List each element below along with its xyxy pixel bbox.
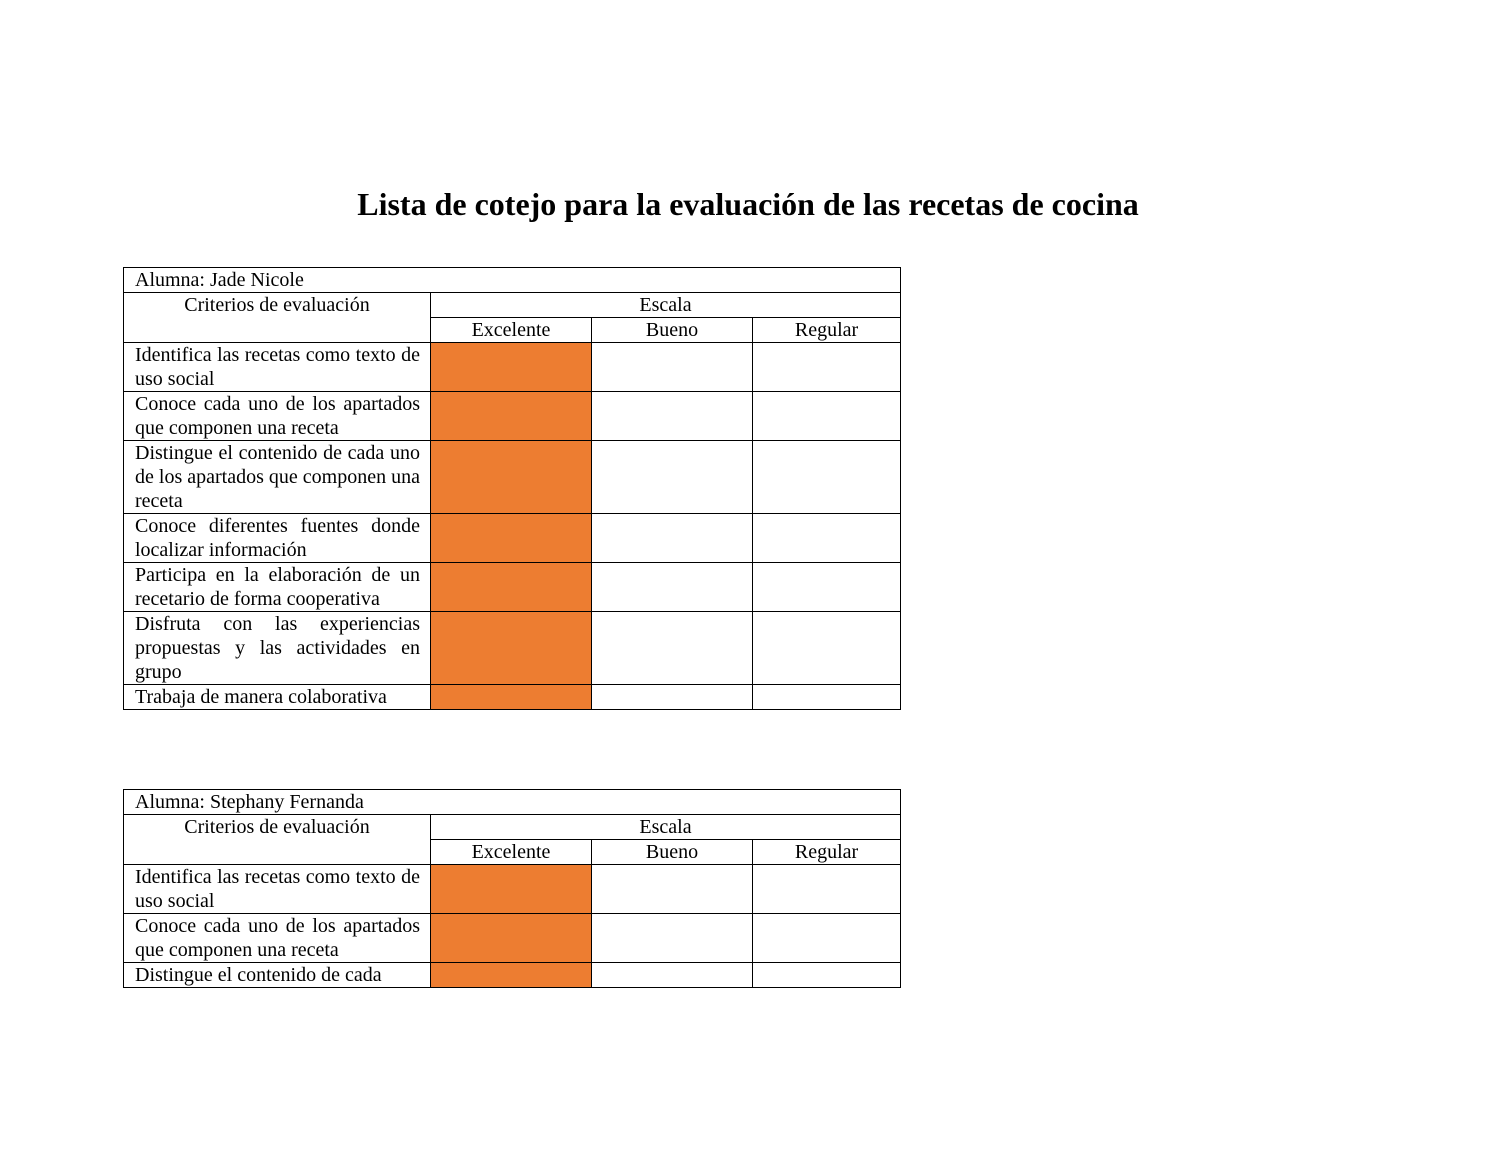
criterion-row: Trabaja de manera colaborativa <box>123 684 902 710</box>
rating-cell-regular[interactable] <box>751 864 902 914</box>
rating-cell-excelente-selected[interactable] <box>430 684 592 710</box>
scale-header: Escala <box>429 814 902 840</box>
student-name: Alumna: Stephany Fernanda <box>122 789 902 815</box>
criterion-row: Participa en la elaboración de un receta… <box>123 562 902 612</box>
page-title: Lista de cotejo para la evaluación de la… <box>357 186 1139 222</box>
criterion-row: Conoce cada uno de los apartados que com… <box>123 391 902 441</box>
rating-cell-regular[interactable] <box>751 913 902 963</box>
criterion-row: Distingue el contenido de cada <box>123 962 902 988</box>
rating-cell-bueno[interactable] <box>591 913 753 963</box>
rating-cell-excelente-selected[interactable] <box>430 562 592 612</box>
rating-cell-excelente-selected[interactable] <box>430 611 592 685</box>
rating-cell-regular[interactable] <box>751 562 902 612</box>
criterion-text: Trabaja de manera colaborativa <box>123 684 431 710</box>
rating-cell-regular[interactable] <box>751 391 902 441</box>
rating-cell-regular[interactable] <box>751 962 902 988</box>
rating-cell-excelente-selected[interactable] <box>430 864 592 914</box>
rating-cell-excelente-selected[interactable] <box>430 962 592 988</box>
scale-bueno: Bueno <box>591 839 753 865</box>
scale-excelente: Excelente <box>430 317 592 343</box>
criterion-text: Distingue el contenido de cada uno de lo… <box>123 440 431 514</box>
scale-bueno: Bueno <box>591 317 753 343</box>
evaluation-table-stephany-fernanda: Alumna: Stephany Fernanda Criterios de e… <box>122 789 902 988</box>
rating-cell-bueno[interactable] <box>591 684 753 710</box>
rating-cell-excelente-selected[interactable] <box>430 513 592 563</box>
scale-header: Escala <box>429 292 902 318</box>
criterion-row: Conoce cada uno de los apartados que com… <box>123 913 902 963</box>
rating-cell-regular[interactable] <box>751 684 902 710</box>
rating-cell-excelente-selected[interactable] <box>430 913 592 963</box>
rating-cell-bueno[interactable] <box>591 562 753 612</box>
criterion-text: Participa en la elaboración de un receta… <box>123 562 431 612</box>
rating-cell-bueno[interactable] <box>591 611 753 685</box>
criterion-row: Conoce diferentes fuentes donde localiza… <box>123 513 902 563</box>
rating-cell-bueno[interactable] <box>591 391 753 441</box>
rating-cell-bueno[interactable] <box>591 440 753 514</box>
rating-cell-regular[interactable] <box>751 440 902 514</box>
criterion-row: Identifica las recetas como texto de uso… <box>123 864 902 914</box>
criteria-header: Criterios de evaluación <box>123 814 431 865</box>
scale-regular: Regular <box>751 839 902 865</box>
criteria-header: Criterios de evaluación <box>123 292 431 343</box>
criterion-text: Conoce cada uno de los apartados que com… <box>123 391 431 441</box>
scale-excelente: Excelente <box>430 839 592 865</box>
criterion-text: Conoce cada uno de los apartados que com… <box>123 913 431 963</box>
criterion-row: Distingue el contenido de cada uno de lo… <box>123 440 902 514</box>
criterion-row: Disfruta con las experiencias propuestas… <box>123 611 902 685</box>
rating-cell-bueno[interactable] <box>591 962 753 988</box>
rating-cell-regular[interactable] <box>751 611 902 685</box>
rating-cell-bueno[interactable] <box>591 342 753 392</box>
rating-cell-regular[interactable] <box>751 342 902 392</box>
evaluation-table-jade-nicole: Alumna: Jade Nicole Criterios de evaluac… <box>122 267 902 710</box>
criterion-text: Distingue el contenido de cada <box>123 962 431 988</box>
rating-cell-regular[interactable] <box>751 513 902 563</box>
rating-cell-excelente-selected[interactable] <box>430 342 592 392</box>
criterion-text: Identifica las recetas como texto de uso… <box>123 342 431 392</box>
student-name: Alumna: Jade Nicole <box>122 267 902 293</box>
criterion-text: Identifica las recetas como texto de uso… <box>123 864 431 914</box>
criterion-text: Disfruta con las experiencias propuestas… <box>123 611 431 685</box>
scale-regular: Regular <box>751 317 902 343</box>
rating-cell-bueno[interactable] <box>591 864 753 914</box>
criterion-text: Conoce diferentes fuentes donde localiza… <box>123 513 431 563</box>
rating-cell-excelente-selected[interactable] <box>430 391 592 441</box>
criterion-row: Identifica las recetas como texto de uso… <box>123 342 902 392</box>
rating-cell-bueno[interactable] <box>591 513 753 563</box>
rating-cell-excelente-selected[interactable] <box>430 440 592 514</box>
